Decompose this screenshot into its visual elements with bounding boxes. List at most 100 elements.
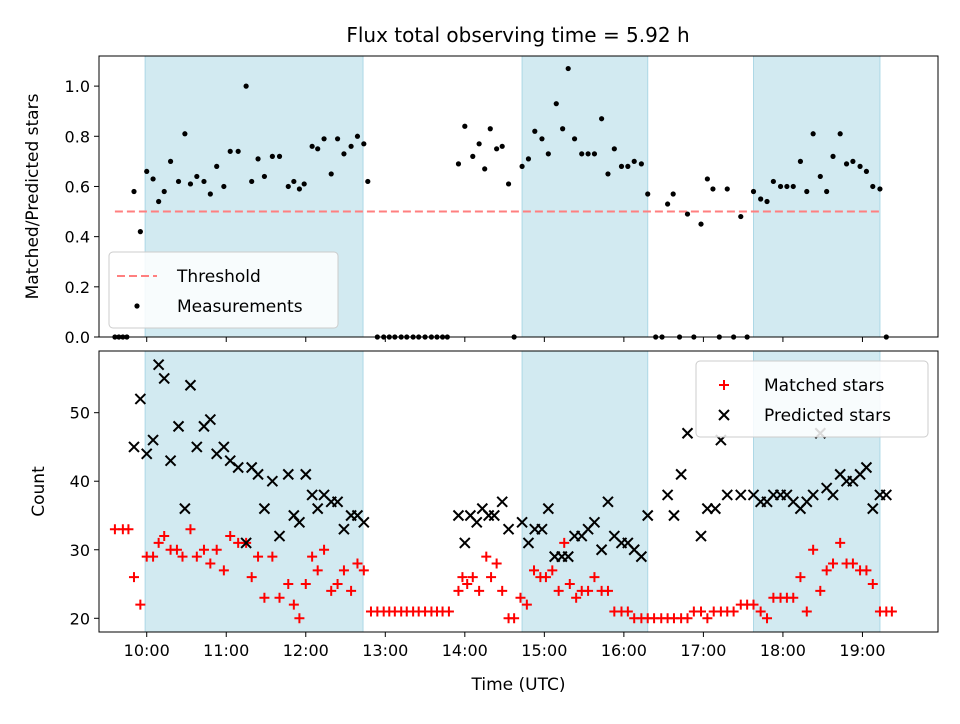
data-point [266, 475, 279, 487]
legend-box [108, 251, 339, 329]
data-point [516, 516, 528, 529]
data-point [211, 544, 222, 555]
data-point [453, 585, 464, 596]
data-point [494, 146, 500, 152]
data-point [835, 537, 846, 548]
data-point [529, 565, 540, 576]
y-tick-label: 0.0 [65, 328, 90, 347]
data-point [488, 509, 500, 522]
data-point [515, 592, 526, 603]
data-point [144, 168, 150, 175]
data-point [185, 524, 196, 535]
data-point [684, 211, 691, 217]
data-point [540, 572, 551, 583]
data-point [867, 502, 879, 515]
data-point [172, 420, 185, 433]
data-point [837, 131, 843, 137]
data-point [161, 188, 167, 195]
data-point [171, 544, 182, 555]
data-point [137, 229, 143, 235]
legend-label: Predicted stars [764, 406, 891, 426]
data-point [790, 183, 796, 190]
y-tick-label: 20 [70, 609, 90, 628]
x-tick-label: 17:00 [680, 641, 726, 660]
data-point [164, 454, 177, 467]
y-axis-label: Count [29, 466, 49, 517]
data-point [618, 163, 625, 169]
data-point [455, 161, 462, 167]
data-point [698, 221, 704, 227]
data-point [246, 572, 257, 583]
data-point [182, 131, 188, 137]
legend-label: Matched stars [764, 376, 884, 396]
data-point [670, 191, 676, 197]
y-tick-label: 40 [70, 472, 90, 491]
data-point [150, 176, 156, 182]
data-point [135, 599, 146, 610]
data-point [276, 153, 283, 159]
data-point [560, 126, 566, 132]
data-point [857, 163, 863, 169]
data-point [696, 606, 707, 617]
data-point [354, 133, 361, 139]
data-point [611, 146, 617, 152]
data-point [462, 123, 468, 129]
data-point [134, 393, 147, 405]
data-point [602, 585, 613, 596]
data-point [326, 585, 337, 596]
data-point [198, 544, 209, 555]
data-point [709, 502, 722, 515]
data-point [602, 496, 614, 508]
data-point [470, 153, 476, 159]
data-point [177, 551, 188, 562]
data-point [642, 509, 654, 522]
shaded-interval [521, 55, 649, 338]
x-tick-label: 13:00 [362, 641, 408, 660]
plot-frame [98, 55, 939, 338]
data-point [559, 537, 570, 548]
data-point [810, 131, 816, 137]
data-point [352, 558, 363, 569]
data-point [880, 489, 893, 501]
data-point [525, 156, 532, 162]
y-tick-label: 30 [70, 541, 90, 560]
x-tick-label: 18:00 [760, 641, 806, 660]
x-tick-label: 14:00 [442, 641, 488, 660]
data-point [505, 181, 512, 187]
data-point [807, 489, 819, 501]
y-tick-label: 50 [70, 404, 90, 423]
data-point [821, 565, 832, 576]
data-point [328, 171, 334, 177]
data-point [539, 136, 545, 142]
data-point [522, 537, 535, 549]
data-point [599, 116, 605, 122]
data-point [682, 613, 693, 624]
data-point [261, 173, 268, 180]
data-point [571, 136, 578, 142]
chart-title: Flux total observing time = 5.92 h [346, 23, 689, 47]
data-point [285, 183, 291, 190]
data-point [175, 178, 182, 185]
data-point [487, 126, 493, 132]
data-point [850, 158, 856, 164]
data-point [579, 151, 585, 157]
legend: Matched stars Predicted stars [695, 360, 929, 438]
data-point [521, 599, 532, 610]
legend-marker [718, 409, 730, 421]
data-point [148, 551, 159, 562]
data-point [131, 188, 137, 195]
data-point [218, 441, 230, 453]
data-point [232, 461, 244, 474]
data-point [635, 550, 648, 563]
data-point [283, 579, 294, 590]
data-point [553, 585, 564, 596]
legend-label: Measurements [177, 297, 303, 317]
data-point [319, 544, 330, 555]
data-point [728, 606, 739, 617]
data-point [253, 551, 264, 562]
data-point [282, 468, 294, 481]
data-point [141, 448, 153, 460]
data-point [462, 579, 473, 590]
data-point [847, 558, 858, 569]
data-point [204, 413, 217, 426]
